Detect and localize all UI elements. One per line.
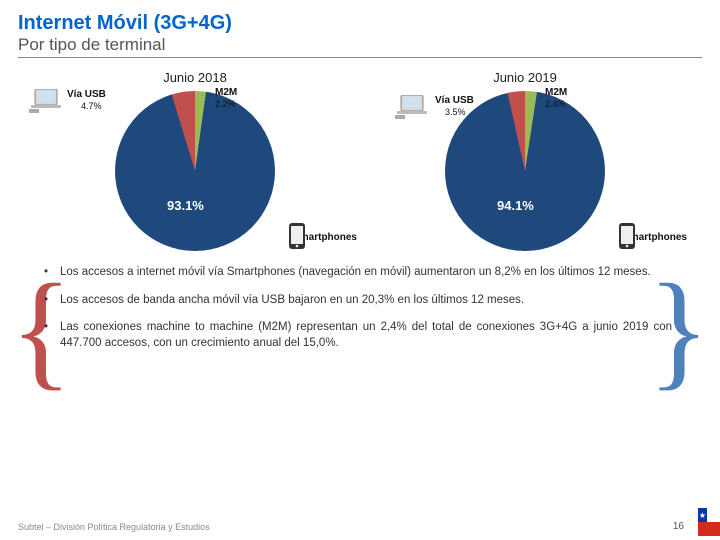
bullet-item: Las conexiones machine to machine (M2M) … bbox=[36, 316, 684, 359]
label-via-usb: Vía USB 3.5% bbox=[435, 95, 474, 118]
label-via-usb: Vía USB 4.7% bbox=[67, 89, 106, 112]
computer-usb-icon bbox=[29, 89, 67, 115]
label-m2m: M2M 2.4% bbox=[545, 87, 567, 110]
page-subtitle: Por tipo de terminal bbox=[18, 35, 702, 58]
chart-title: Junio 2019 bbox=[375, 70, 675, 85]
chart-2019: Junio 2019 94.1% Vía USB 3.5% M2M 2.4% S… bbox=[375, 70, 675, 251]
label-m2m: M2M 2.2% bbox=[215, 87, 237, 110]
bullet-item: Los accesos de banda ancha móvil vía USB… bbox=[36, 289, 684, 317]
charts-row: Junio 2018 93.1% Vía USB 4.7% M2M 2.2% S… bbox=[0, 62, 720, 251]
pie-chart bbox=[115, 91, 275, 251]
footer-source: Subtel – División Política Regulatoria y… bbox=[18, 522, 210, 532]
computer-usb-icon bbox=[395, 95, 433, 121]
bullet-list: { } Los accesos a internet móvil vía Sma… bbox=[0, 251, 720, 359]
smartphone-icon bbox=[619, 223, 635, 249]
chile-flag-icon: ★ bbox=[698, 508, 720, 536]
chart-title: Junio 2018 bbox=[45, 70, 345, 85]
center-pct: 93.1% bbox=[167, 198, 204, 213]
page-title: Internet Móvil (3G+4G) bbox=[18, 12, 702, 35]
center-pct: 94.1% bbox=[497, 198, 534, 213]
chart-2018: Junio 2018 93.1% Vía USB 4.7% M2M 2.2% S… bbox=[45, 70, 345, 251]
page-number: 16 bbox=[673, 521, 684, 532]
smartphone-icon bbox=[289, 223, 305, 249]
bullet-item: Los accesos a internet móvil vía Smartph… bbox=[36, 261, 684, 289]
